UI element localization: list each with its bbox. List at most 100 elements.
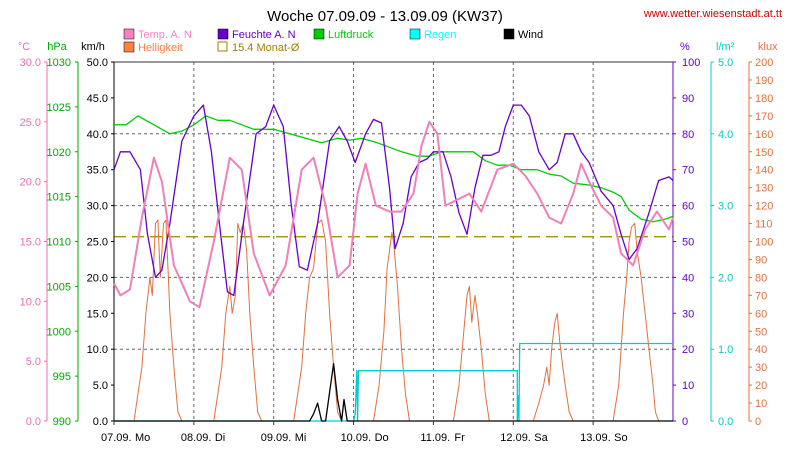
axis-tick-label-hum: 100	[682, 57, 700, 69]
axis-tick-label-hum: 40	[682, 272, 694, 284]
axis-tick-label-lux: 180	[755, 93, 773, 105]
axis-tick-label-press: 1030	[47, 57, 71, 69]
legend-label: Helligkeit	[138, 42, 183, 54]
axis-tick-label-hum: 0	[682, 416, 688, 428]
legend-swatch	[123, 28, 135, 40]
x-axis: 07.09. Mo 08.09. Di 09.09. Mi 10.09. Do 11.09. Fr…	[101, 421, 628, 444]
axis-tick-label-wind: 20.0	[87, 272, 108, 284]
axis-tick-label-press: 1000	[47, 326, 71, 338]
series-line-feuchte-a-n	[113, 104, 674, 297]
axis-tick-label-rain: 3.0	[718, 201, 733, 213]
chart-title: Woche 07.09.09 - 13.09.09 (KW37)	[267, 8, 503, 25]
axis-unit-temp: °C	[18, 41, 30, 53]
axis-tick-label-temp: 25.0	[20, 117, 41, 129]
legend-swatch	[503, 28, 515, 40]
axis-tick-label-hum: 80	[682, 129, 694, 141]
axis-tick-label-temp: 0.0	[26, 416, 41, 428]
x-tick-day: Mo	[135, 432, 150, 444]
axis-tick-label-wind: 40.0	[87, 129, 108, 141]
axis-tick-label-lux: 80	[755, 272, 767, 284]
axis-tick-label-press: 1025	[47, 102, 71, 114]
legend-label: Regen	[424, 29, 456, 41]
axis-tick-label-wind: 30.0	[87, 201, 108, 213]
axis-tick-label-temp: 20.0	[20, 177, 41, 189]
axis-tick-label-lux: 150	[755, 147, 773, 159]
series-line-wind	[114, 362, 673, 422]
axis-tick-label-rain: 1.0	[718, 344, 733, 356]
axis-tick-label-lux: 40	[755, 344, 767, 356]
axis-unit-press: hPa	[47, 41, 67, 53]
x-tick-day: Di	[215, 432, 225, 444]
axis-tick-label-lux: 30	[755, 362, 767, 374]
axis-tick-label-rain: 2.0	[718, 272, 733, 284]
legend-label: Wind	[518, 29, 543, 41]
x-tick-date: 09.09.	[261, 432, 292, 444]
x-tick-day: Fr	[454, 432, 465, 444]
axis-tick-label-rain: 4.0	[718, 129, 733, 141]
axis-tick-label-hum: 70	[682, 165, 694, 177]
axis-tick-label-lux: 190	[755, 75, 773, 87]
series-line-temp-a-n	[113, 120, 674, 309]
legend-label: 15.4 Monat-Ø	[232, 42, 300, 54]
series-line-regen	[114, 342, 673, 422]
axis-tick-label-temp: 10.0	[20, 296, 41, 308]
axes: °C0.05.010.015.020.025.030.0hPa990995100…	[18, 41, 778, 428]
axis-tick-label-press: 1020	[47, 147, 71, 159]
x-tick-date: 11.09.	[420, 432, 450, 444]
legend-swatch	[409, 28, 421, 40]
axis-tick-label-wind: 45.0	[87, 93, 108, 105]
axis-tick-label-wind: 35.0	[87, 165, 108, 177]
axis-tick-label-lux: 170	[755, 111, 773, 123]
axis-tick-label-rain: 5.0	[718, 57, 733, 69]
legend: Temp. A. N Feuchte A. N Luftdruck Regen Wind…	[123, 28, 543, 54]
axis-unit-hum: %	[680, 41, 690, 53]
legend-label: Feuchte A. N	[232, 29, 296, 41]
axis-tick-label-wind: 25.0	[87, 237, 108, 249]
axis-tick-label-hum: 60	[682, 201, 694, 213]
axis-unit-rain: l/m²	[716, 41, 735, 53]
series-line-luftdruck	[114, 115, 674, 223]
x-tick-day: So	[614, 432, 627, 444]
site-url: www.wetter.wiesenstadt.at.tt	[643, 8, 782, 20]
axis-tick-label-lux: 70	[755, 290, 767, 302]
legend-swatch	[217, 41, 228, 52]
axis-tick-label-hum: 10	[682, 380, 694, 392]
x-tick-date: 12.09.	[500, 432, 531, 444]
axis-tick-label-hum: 20	[682, 344, 694, 356]
x-tick-date: 07.09.	[101, 432, 132, 444]
x-tick-day: Mi	[295, 432, 307, 444]
legend-swatch	[313, 28, 325, 40]
legend-label: Luftdruck	[328, 29, 374, 41]
x-tick-day: Do	[375, 432, 389, 444]
axis-tick-label-press: 995	[53, 371, 71, 383]
axis-tick-label-lux: 160	[755, 129, 773, 141]
axis-tick-label-lux: 130	[755, 183, 773, 195]
x-tick-date: 08.09.	[181, 432, 212, 444]
axis-tick-label-wind: 0.0	[93, 416, 108, 428]
axis-tick-label-hum: 30	[682, 308, 694, 320]
axis-tick-label-temp: 5.0	[26, 356, 41, 368]
axis-tick-label-lux: 50	[755, 326, 767, 338]
axis-tick-label-wind: 5.0	[93, 380, 108, 392]
series-line-helligkeit	[114, 219, 673, 422]
axis-tick-label-lux: 90	[755, 254, 767, 266]
axis-tick-label-lux: 140	[755, 165, 773, 177]
x-tick-date: 10.09.	[341, 432, 372, 444]
axis-tick-label-press: 1015	[47, 192, 71, 204]
legend-swatch	[123, 41, 135, 53]
axis-tick-label-lux: 200	[755, 57, 773, 69]
axis-unit-lux: klux	[758, 41, 778, 53]
axis-tick-label-temp: 15.0	[20, 237, 41, 249]
axis-tick-label-hum: 50	[682, 237, 694, 249]
axis-tick-label-rain: 0.0	[718, 416, 733, 428]
axis-tick-label-lux: 100	[755, 237, 773, 249]
legend-swatch	[217, 28, 229, 40]
axis-tick-label-wind: 15.0	[87, 308, 108, 320]
axis-tick-label-lux: 0	[755, 416, 761, 428]
axis-tick-label-lux: 10	[755, 398, 767, 410]
axis-tick-label-lux: 110	[755, 219, 773, 231]
axis-tick-label-press: 1005	[47, 281, 71, 293]
axis-tick-label-wind: 50.0	[87, 57, 108, 69]
legend-label: Temp. A. N	[138, 29, 192, 41]
